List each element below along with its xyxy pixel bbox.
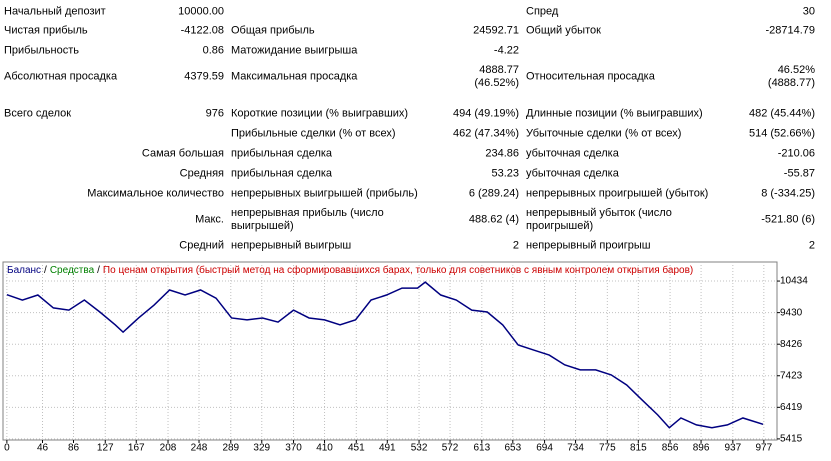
x-tick-label: 775 [599,443,616,454]
a-value: -4122.08 [180,24,224,37]
c-label: убыточная сделка [526,167,619,180]
c-value: 8 (-334.25) [761,187,815,200]
legend-item: Средства [50,265,95,276]
legend-item: / [44,265,47,276]
x-tick-label: 653 [504,443,521,454]
heading: Самая большая [141,147,224,160]
b-label: непрерывный выигрыш [231,239,352,252]
x-tick-label: 86 [68,443,80,454]
b-value: 234.86 [485,147,519,160]
a-label: Прибыльность [4,44,79,57]
y-tick-label: 9430 [780,307,803,318]
c-label: Спред [526,5,559,18]
heading: Средняя [179,167,224,180]
c-value: 482 (45.44%) [748,107,815,120]
x-tick-label: 451 [348,443,365,454]
x-tick-label: 289 [222,443,239,454]
b-value: 2 [512,239,519,252]
x-tick-label: 734 [567,443,584,454]
b-value: 462 (47.34%) [452,127,519,140]
b-label: Максимальная просадка [231,70,358,83]
b-value: 24592.71 [473,24,519,37]
heading: Максимальное количество [87,187,224,200]
legend-item: По ценам открытия (быстрый метод на сфор… [103,264,693,276]
plot-area [2,261,778,441]
b-label: Общая прибыль [231,24,315,37]
a-label: Чистая прибыль [4,24,88,37]
c-value: -28714.79 [765,24,815,37]
c-value: 30 [802,5,815,18]
b-value: 488.62 (4) [468,213,519,226]
x-tick-label: 937 [724,443,741,454]
b-label: непрерывных выигрышей (прибыль) [231,187,418,200]
a-label: Начальный депозит [4,5,106,18]
x-tick-label: 856 [662,443,679,454]
x-tick-label: 977 [755,443,772,454]
x-tick-label: 46 [37,443,49,454]
b-label: прибыльная сделка [231,147,333,160]
legend: Баланс / Средства / По ценам открытия (быстр… [7,264,693,276]
c-label: непрерывный убыток (число проигрышей) [526,207,672,232]
x-tick-label: 815 [630,443,647,454]
y-tick-label: 10434 [780,276,808,287]
b-value: 6 (289.24) [468,187,519,200]
b-value: -4.22 [493,44,519,57]
x-tick-label: 208 [160,443,177,454]
c-value: -55.87 [783,167,815,180]
b-label: Короткие позиции (% выигравших) [231,107,409,120]
x-tick-label: 896 [693,443,710,454]
c-label: непрерывный проигрыш [526,239,651,252]
y-tick-label: 6419 [780,402,803,413]
a-label: Абсолютная просадка [4,70,118,83]
c-label: Относительная просадка [526,70,655,83]
x-tick-label: 532 [411,443,428,454]
c-value: -210.06 [777,147,815,160]
c-label: Длинные позиции (% выигравших) [526,107,703,120]
y-tick-label: 5415 [780,434,803,445]
c-label: Убыточные сделки (% от всех) [526,127,682,140]
a-value: 976 [205,107,224,120]
heading: Макс. [195,213,224,226]
x-tick-label: 127 [97,443,114,454]
b-label: Прибыльные сделки (% от всех) [231,127,396,140]
c-value: 514 (52.66%) [748,127,815,140]
c-label: непрерывных проигрышей (убыток) [526,187,709,200]
legend-item: / [97,265,100,276]
b-value: 494 (49.19%) [452,107,519,120]
b-label: непрерывная прибыль (число выигрышей) [231,207,384,232]
x-tick-label: 329 [253,443,270,454]
x-tick-label: 613 [473,443,490,454]
c-value: -521.80 (6) [761,213,815,226]
c-value: 2 [808,239,815,252]
x-tick-label: 167 [128,443,145,454]
x-tick-label: 491 [379,443,396,454]
c-label: Общий убыток [526,24,601,37]
x-tick-label: 694 [536,443,553,454]
x-tick-label: 370 [285,443,302,454]
balance-line [6,281,764,429]
a-value: 0.86 [202,44,224,57]
c-label: убыточная сделка [526,147,619,160]
y-tick-label: 8426 [780,339,803,350]
b-value: 53.23 [491,167,519,180]
c-value: 46.52% (4888.77) [767,64,815,89]
a-value: 4379.59 [184,70,224,83]
b-label: прибыльная сделка [231,167,333,180]
b-value: 4888.77 (46.52%) [474,64,519,89]
legend-item: Баланс [7,265,41,276]
a-value: 10000.00 [178,5,224,18]
x-tick-label: 248 [191,443,208,454]
x-tick-label: 0 [4,443,10,454]
y-tick-label: 7423 [780,370,803,381]
a-label: Всего сделок [4,107,72,120]
x-tick-label: 410 [316,443,333,454]
b-label: Матожидание выигрыша [231,44,358,57]
heading: Средний [179,239,224,252]
x-tick-label: 572 [442,443,459,454]
